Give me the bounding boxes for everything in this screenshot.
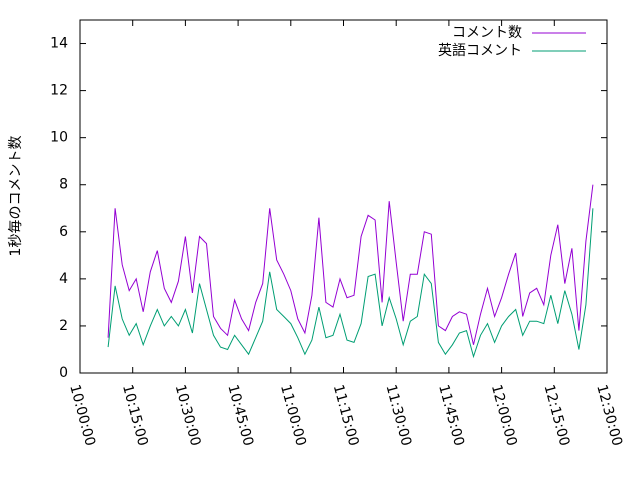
plot-frame: [79, 19, 608, 374]
x-tick-label: 12:15:00: [541, 383, 573, 448]
series-line: [107, 184, 594, 345]
legend-label: 英語コメント: [438, 42, 522, 59]
y-tick-label: 0: [59, 365, 68, 381]
x-tick-label: 10:00:00: [66, 383, 98, 448]
x-tick-label: 10:45:00: [224, 383, 256, 448]
y-tick-label: 14: [50, 36, 68, 52]
x-tick-label: 11:30:00: [382, 383, 414, 448]
y-tick-label: 4: [59, 271, 68, 287]
x-tick-label: 11:15:00: [330, 383, 362, 448]
y-tick-label: 6: [59, 224, 68, 240]
series-line: [107, 208, 594, 359]
x-tick-label: 10:30:00: [172, 383, 204, 448]
x-tick-label: 11:45:00: [435, 383, 467, 448]
x-tick-label: 10:15:00: [119, 383, 151, 448]
y-tick-label: 10: [50, 130, 68, 146]
legend-label: コメント数: [452, 25, 522, 41]
y-axis-label: 1秒毎のコメント数: [8, 136, 24, 257]
x-tick-label: 12:30:00: [593, 383, 625, 448]
y-tick-label: 8: [59, 177, 68, 193]
y-tick-label: 12: [50, 83, 68, 99]
x-tick-label: 11:00:00: [277, 383, 309, 448]
x-tick-label: 12:00:00: [488, 383, 520, 448]
y-tick-label: 2: [59, 318, 68, 334]
